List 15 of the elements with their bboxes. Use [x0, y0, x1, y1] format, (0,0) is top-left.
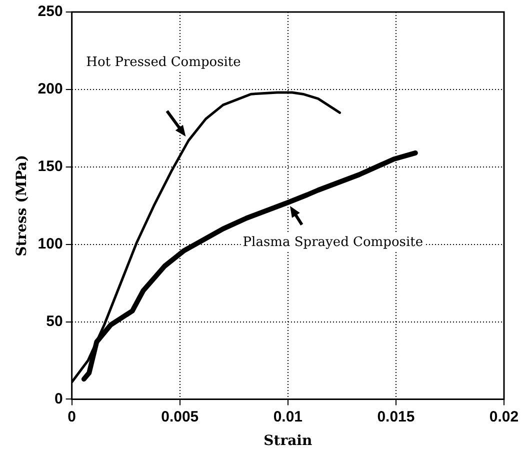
x-tick-label: 0.005 — [161, 408, 199, 426]
text: Hot Pressed Composite — [86, 54, 242, 70]
y-tick-label: 200 — [38, 80, 63, 98]
legend-label: Plasma Sprayed Composite — [242, 234, 424, 250]
x-tick-label: 0.01 — [273, 408, 303, 426]
x-tick-label: 0.015 — [377, 408, 415, 426]
y-axis-title: Stress (MPa) — [14, 154, 30, 256]
y-tick-label: 50 — [46, 312, 63, 330]
x-tick-label: 0 — [68, 408, 76, 426]
y-tick-label: 150 — [38, 158, 63, 176]
y-tick-label: 100 — [38, 235, 63, 252]
x-tick-label: 0.02 — [489, 408, 519, 426]
y-tick-label: 0 — [54, 390, 63, 408]
x-axis-title: Strain — [264, 433, 312, 450]
y-tick-label: 250 — [38, 3, 63, 20]
